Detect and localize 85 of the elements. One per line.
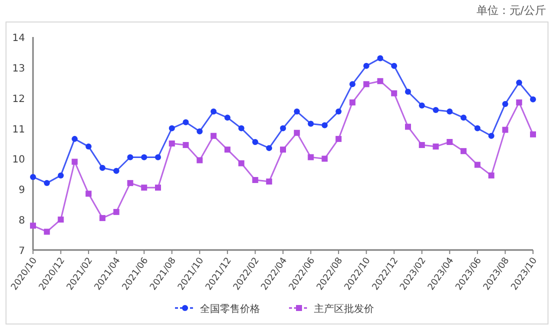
- point: [168, 125, 175, 132]
- point: [488, 172, 494, 178]
- point: [405, 124, 411, 130]
- point: [363, 81, 370, 88]
- point: [86, 190, 92, 197]
- y-tick-label: 13: [12, 63, 25, 74]
- point: [30, 222, 36, 229]
- point: [432, 144, 439, 150]
- point: [502, 126, 508, 133]
- point: [58, 172, 64, 178]
- point: [238, 160, 244, 166]
- point: [377, 78, 384, 84]
- point: [155, 184, 161, 191]
- point: [44, 228, 50, 235]
- point: [155, 154, 161, 160]
- point: [391, 62, 398, 69]
- point: [266, 178, 272, 185]
- point: [502, 100, 508, 107]
- y-tick-label: 9: [18, 185, 25, 196]
- point: [349, 99, 356, 106]
- point: [418, 142, 425, 148]
- point: [141, 184, 148, 191]
- point: [294, 108, 300, 115]
- point: [349, 81, 356, 88]
- point: [99, 215, 106, 222]
- y-tick-label: 10: [12, 154, 25, 166]
- point: [127, 154, 134, 160]
- y-tick-label: 7: [18, 246, 25, 257]
- point: [141, 154, 148, 160]
- point: [44, 180, 50, 186]
- point: [196, 128, 203, 134]
- point: [405, 88, 411, 95]
- point: [252, 138, 258, 145]
- point: [322, 156, 328, 162]
- text: 单位：元/公斤: [476, 4, 546, 17]
- point: [418, 102, 425, 108]
- point: [377, 55, 384, 62]
- y-tick-label: 11: [12, 124, 25, 136]
- point: [113, 208, 120, 215]
- point: [182, 142, 189, 148]
- point: [72, 158, 78, 165]
- point: [391, 90, 398, 96]
- point: [308, 154, 314, 160]
- point: [488, 132, 494, 139]
- point: [322, 122, 328, 128]
- point: [58, 216, 64, 223]
- point: [113, 168, 120, 174]
- point: [363, 62, 370, 69]
- point: [99, 164, 106, 171]
- point: [474, 125, 480, 132]
- point: [210, 132, 217, 139]
- point: [238, 125, 244, 132]
- point: [168, 140, 175, 146]
- point: [30, 174, 36, 180]
- y-tick-label: 12: [12, 94, 25, 105]
- point: [530, 96, 536, 102]
- point: [530, 131, 536, 138]
- point: [86, 144, 92, 150]
- y-tick-label: 8: [18, 216, 25, 227]
- point: [196, 157, 203, 164]
- point: [72, 136, 78, 142]
- point: [432, 107, 439, 114]
- point: [224, 146, 230, 153]
- point: [252, 177, 258, 184]
- point: [474, 162, 480, 168]
- legend-label: 全国零售价格: [200, 303, 260, 315]
- point: [446, 108, 453, 115]
- point: [182, 119, 189, 126]
- point: [460, 148, 467, 154]
- legend-label: 主产区批发价: [314, 303, 374, 315]
- point: [280, 146, 286, 153]
- point: [460, 114, 467, 121]
- point: [127, 180, 134, 186]
- point: [336, 136, 342, 142]
- point: [308, 120, 314, 127]
- point: [280, 125, 286, 132]
- point: [266, 145, 272, 152]
- point: [224, 114, 230, 121]
- point: [210, 108, 217, 115]
- point: [516, 80, 522, 86]
- point: [336, 108, 342, 115]
- point: [294, 130, 300, 136]
- y-tick-label: 14: [12, 33, 25, 44]
- point: [516, 99, 522, 106]
- point: [446, 138, 453, 145]
